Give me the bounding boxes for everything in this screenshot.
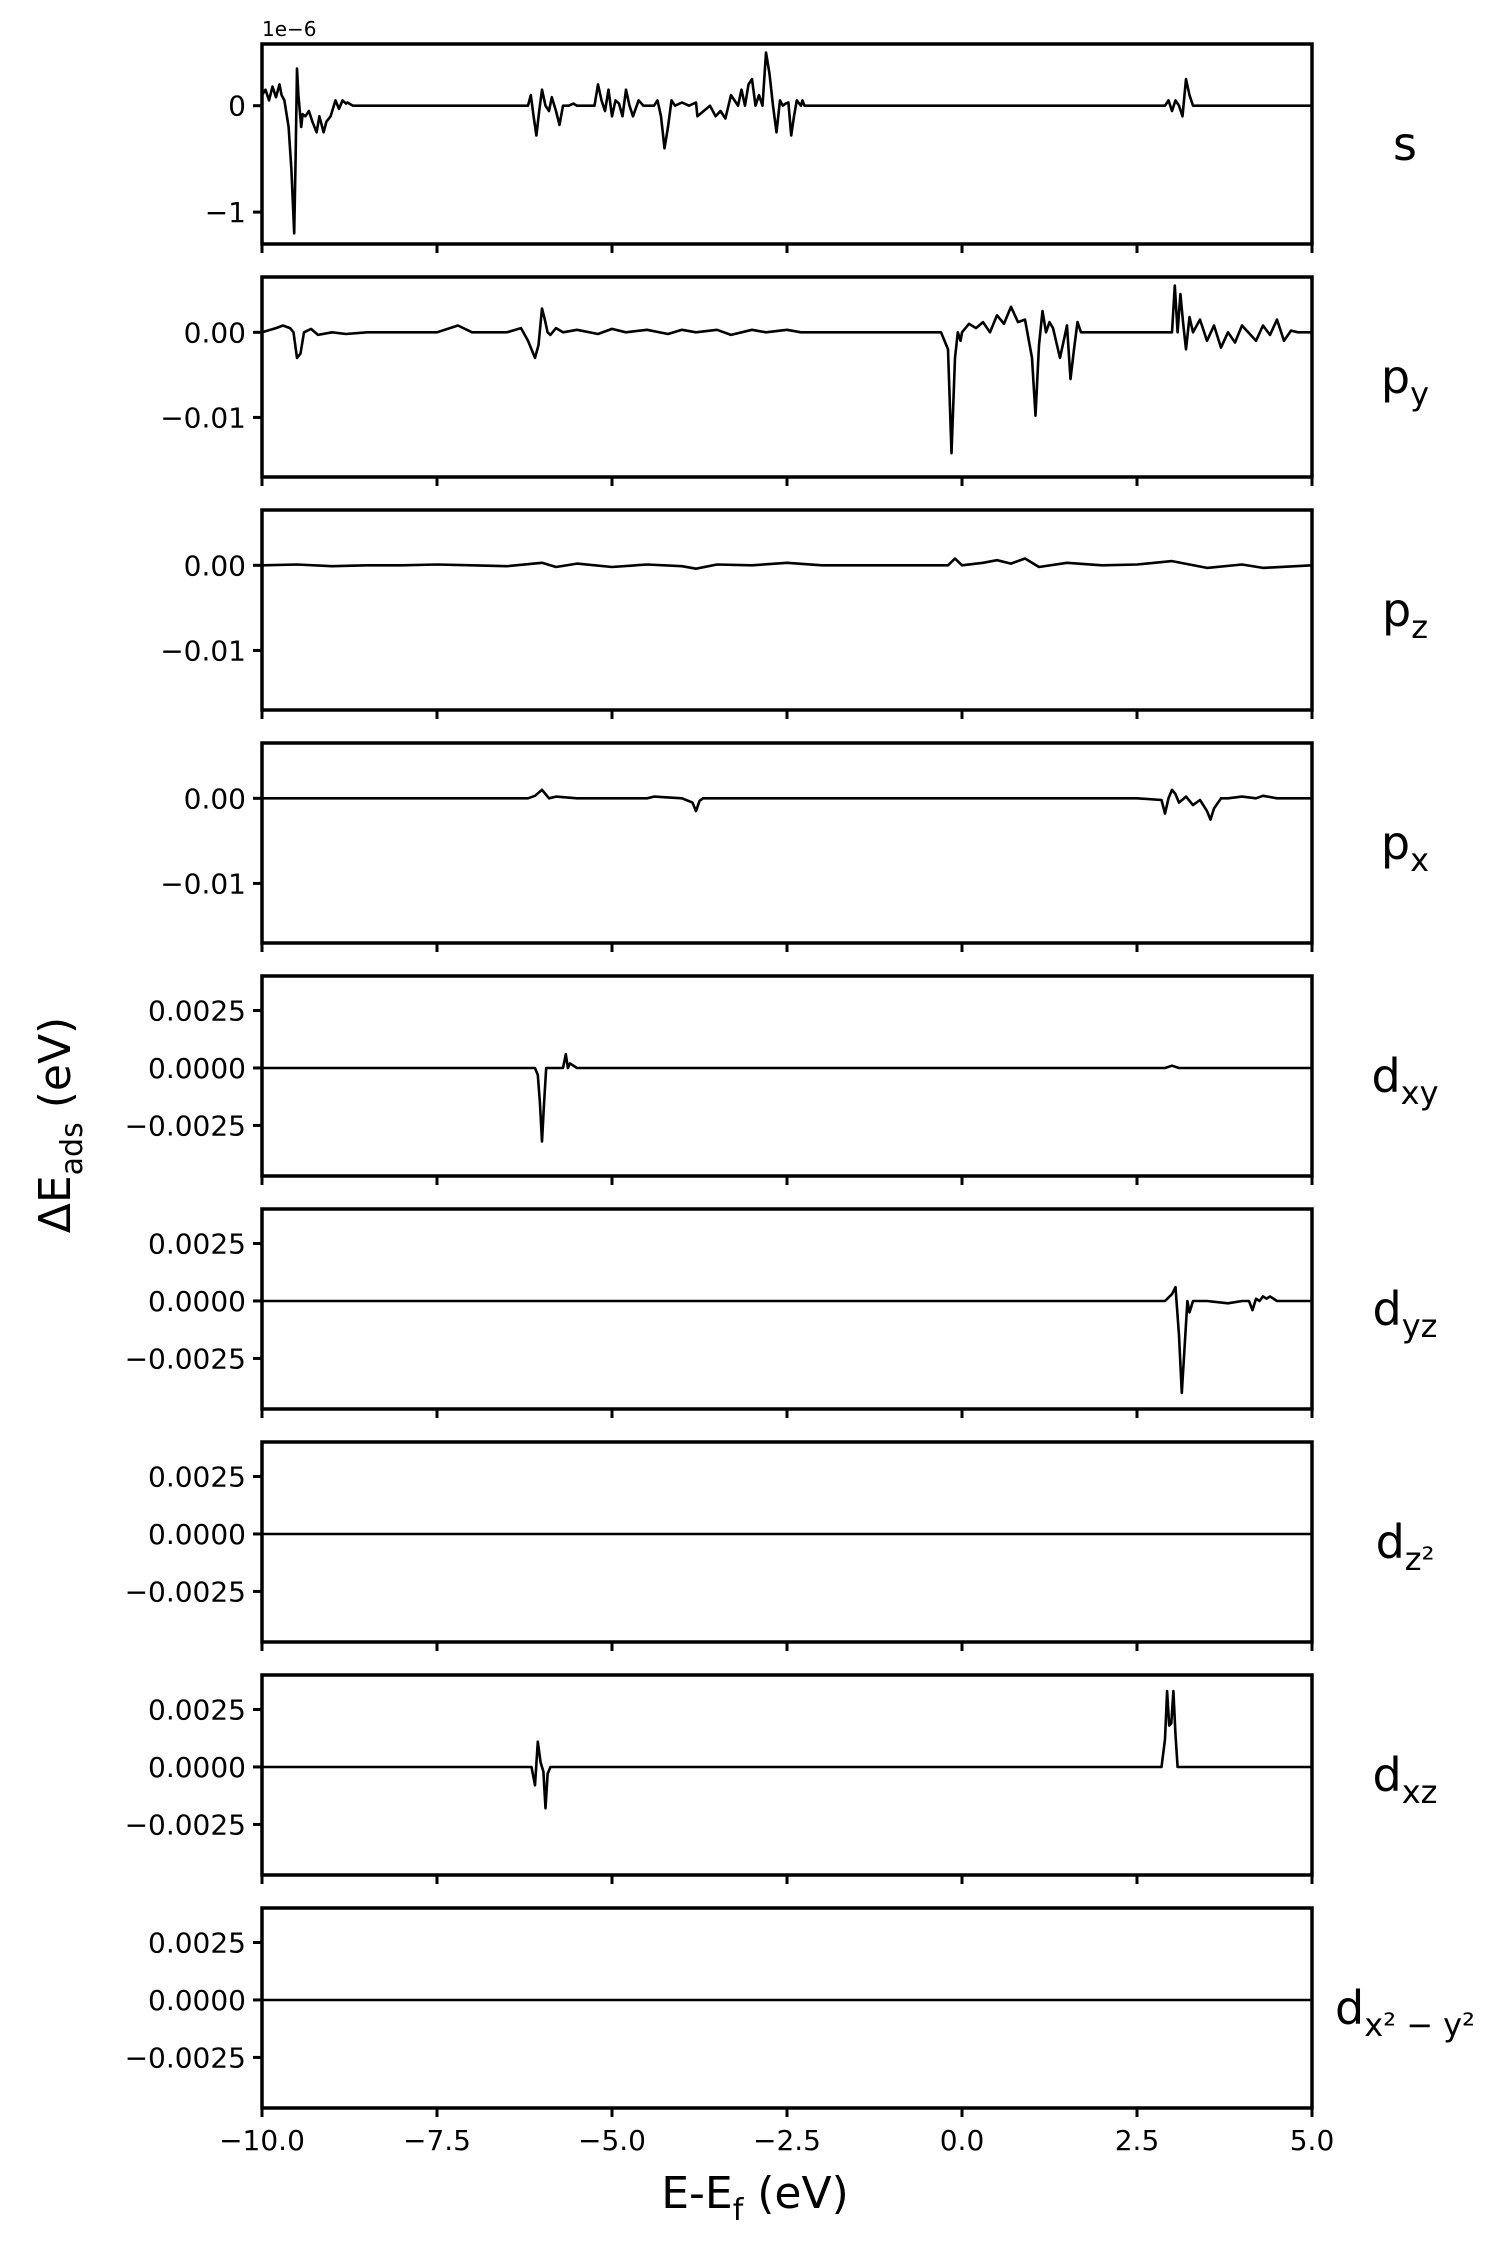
panel-dx2-y2: 0.0025 0.0000 −0.0025 dx² − y² xyxy=(125,1906,1475,2117)
orbital-label-subscript-dz2: z² xyxy=(1405,1540,1435,1578)
orbital-label-main-dyz: d xyxy=(1373,1282,1402,1336)
y-tick-label-s-1: −1 xyxy=(205,196,246,229)
x-axis-title: E-Ef (eV) xyxy=(661,2168,849,2228)
y-tick-label-dz2-2: −0.0025 xyxy=(125,1575,246,1608)
orbital-label-main-dxy: d xyxy=(1371,1049,1400,1103)
series-line-py xyxy=(261,284,1312,455)
x-axis-title-subscript: f xyxy=(733,2193,745,2228)
panel-frame-dxy xyxy=(260,974,1314,1178)
panel-dyz: 0.0025 0.0000 −0.0025 dyz xyxy=(125,1207,1438,1418)
x-tick-label-5: 2.5 xyxy=(1115,2124,1160,2157)
series-line-pz xyxy=(261,557,1313,570)
y-tick-label-dx2-y2-2: −0.0025 xyxy=(125,2041,246,2074)
orbital-label-s: s xyxy=(1393,117,1417,171)
x-axis-title-unit: (eV) xyxy=(743,2168,849,2219)
y-tick-label-py-1: −0.01 xyxy=(160,401,246,434)
panel-frame-pz xyxy=(260,508,1314,712)
orbital-label-dxz: dxz xyxy=(1373,1748,1438,1811)
x-axis-title-main: E-E xyxy=(661,2168,732,2219)
y-axis-title-subscript: ads xyxy=(55,1122,90,1175)
y-tick-label-dxy-0: 0.0025 xyxy=(148,994,246,1027)
orbital-label-pz: pz xyxy=(1382,583,1428,646)
y-tick-label-pz-0: 0.00 xyxy=(184,549,246,582)
y-axis-title-unit: (eV) xyxy=(30,1017,81,1123)
x-tick-label-4: 0.0 xyxy=(940,2124,985,2157)
panel-py: 0.00 −0.01 py xyxy=(160,275,1429,486)
panel-frame-px xyxy=(260,741,1314,945)
panel-frame-dx2-y2 xyxy=(260,1906,1314,2110)
series-line-s xyxy=(260,51,1312,235)
series-line-px xyxy=(262,788,1312,821)
y-tick-label-dx2-y2-1: 0.0000 xyxy=(148,1984,246,2017)
orbital-label-subscript-px: x xyxy=(1410,841,1429,879)
y-tick-label-pz-1: −0.01 xyxy=(160,634,246,667)
y-tick-label-dxz-2: −0.0025 xyxy=(125,1808,246,1841)
orbital-label-dz2: dz² xyxy=(1376,1515,1435,1578)
y-tick-label-dz2-0: 0.0025 xyxy=(148,1460,246,1493)
orbital-label-subscript-py: y xyxy=(1410,375,1429,413)
y-tick-label-px-1: −0.01 xyxy=(160,867,246,900)
y-tick-label-py-0: 0.00 xyxy=(184,316,246,349)
panel-frame-dz2 xyxy=(260,1440,1314,1644)
panel-dxy: 0.0025 0.0000 −0.0025 dxy xyxy=(125,974,1439,1185)
y-tick-label-dxy-1: 0.0000 xyxy=(148,1052,246,1085)
series-line-dxz xyxy=(262,1689,1312,1810)
y-tick-label-dxy-2: −0.0025 xyxy=(125,1109,246,1142)
series-line-dyz xyxy=(262,1285,1312,1395)
orbital-label-subscript-dx2-y2: x² − y² xyxy=(1364,2006,1475,2044)
panel-pz: 0.00 −0.01 pz xyxy=(160,508,1428,719)
orbital-label-main-pz: p xyxy=(1382,583,1411,637)
orbital-label-px: px xyxy=(1381,816,1429,879)
subplot-stack: 0−11e−6s0.00−0.01py0.00−0.01pz0.00−0.01p… xyxy=(125,17,1475,2157)
x-tick-label-0: −10.0 xyxy=(219,2124,305,2157)
panel-px: 0.00 −0.01 px xyxy=(160,741,1429,952)
panel-frame-py xyxy=(260,275,1314,479)
y-tick-label-dx2-y2-0: 0.0025 xyxy=(148,1926,246,1959)
panel-s: 0 −1 1e−6 s xyxy=(205,17,1417,253)
orbital-label-subscript-dxy: xy xyxy=(1401,1074,1439,1112)
x-tick-label-3: −2.5 xyxy=(753,2124,821,2157)
panel-dz2: 0.0025 0.0000 −0.0025 dz² xyxy=(125,1440,1435,1651)
panel-dxz: 0.0025 0.0000 −0.0025 dxz xyxy=(125,1673,1438,1884)
x-tick-label-1: −7.5 xyxy=(403,2124,471,2157)
series-line-dxy xyxy=(262,1052,1312,1143)
orbital-label-main-py: p xyxy=(1381,350,1410,404)
orbital-label-dyz: dyz xyxy=(1373,1282,1438,1345)
orbital-label-subscript-dyz: yz xyxy=(1402,1307,1438,1345)
orbital-label-main-px: p xyxy=(1381,816,1410,870)
y-tick-label-s-0: 0 xyxy=(228,90,246,123)
y-tick-label-px-0: 0.00 xyxy=(184,782,246,815)
y-axis-title-main: ΔE xyxy=(30,1175,81,1233)
x-tick-label-2: −5.0 xyxy=(578,2124,646,2157)
panel-frame-dyz xyxy=(260,1207,1314,1411)
y-tick-label-dxz-0: 0.0025 xyxy=(148,1693,246,1726)
y-tick-label-dyz-2: −0.0025 xyxy=(125,1342,246,1375)
orbital-label-py: py xyxy=(1381,350,1429,413)
y-tick-label-dyz-0: 0.0025 xyxy=(148,1227,246,1260)
y-tick-label-dxz-1: 0.0000 xyxy=(148,1751,246,1784)
panel-frame-s xyxy=(260,42,1314,246)
orbital-label-dxy: dxy xyxy=(1371,1049,1438,1112)
orbital-label-dx2-y2: dx² − y² xyxy=(1335,1981,1475,2044)
orbital-label-main-dxz: d xyxy=(1373,1748,1402,1802)
panel-frame-dxz xyxy=(260,1673,1314,1877)
orbital-label-main-dx2-y2: d xyxy=(1335,1981,1364,2035)
y-tick-label-dz2-1: 0.0000 xyxy=(148,1518,246,1551)
x-tick-label-6: 5.0 xyxy=(1290,2124,1335,2157)
y-tick-label-dyz-1: 0.0000 xyxy=(148,1285,246,1318)
orbital-label-subscript-dxz: xz xyxy=(1402,1773,1438,1811)
orbital-label-main-s: s xyxy=(1393,117,1417,171)
orbital-label-subscript-pz: z xyxy=(1411,608,1428,646)
orbital-label-main-dz2: d xyxy=(1376,1515,1405,1569)
offset-label-s: 1e−6 xyxy=(262,17,317,41)
y-axis-title: ΔEads (eV) xyxy=(30,1017,90,1233)
